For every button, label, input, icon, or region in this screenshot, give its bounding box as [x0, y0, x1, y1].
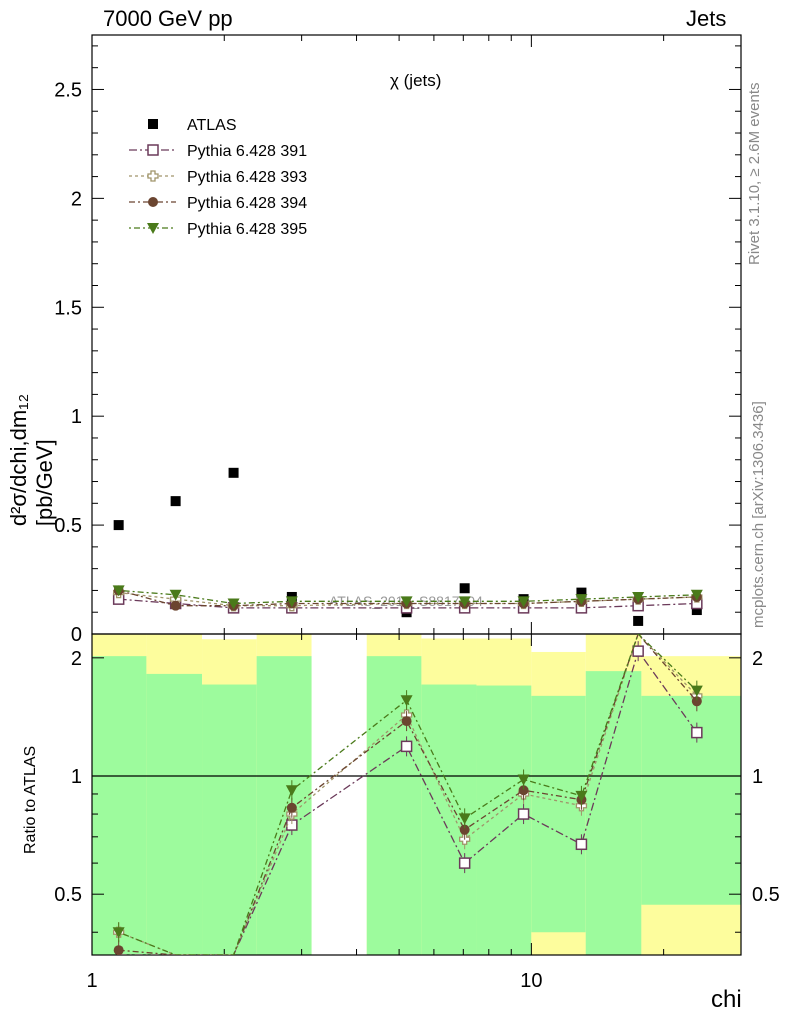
band-inner: [92, 656, 147, 955]
series-line-pythia-6-428-393: [118, 591, 697, 607]
y-tick-label: 1: [71, 406, 82, 428]
y-tick-label: 2: [71, 188, 82, 210]
ratio-series: [112, 634, 703, 955]
ratio-point-pythia-6-428-394: [401, 716, 412, 727]
legend-marker-pythia-6-428-393: [147, 170, 159, 182]
data-point-atlas: [113, 520, 124, 531]
data-point-pythia-6-428-395: [285, 596, 298, 608]
x-tick-label: 1: [86, 970, 97, 992]
ratio-y-tick-label: 2: [71, 648, 82, 670]
header-right: Jets: [686, 6, 727, 31]
legend-label-pythia-6-428-393: Pythia 6.428 393: [187, 169, 307, 186]
ratio-line-pythia-6-428-391: [118, 649, 698, 955]
ratio-point-pythia-6-428-391: [575, 838, 588, 851]
y-tick-label: 1.5: [54, 297, 82, 319]
data-point-pythia-6-428-395: [690, 589, 703, 601]
ratio-y-tick-label: 1: [752, 766, 763, 788]
ratio-point-pythia-6-428-391: [458, 857, 471, 869]
ratio-point-pythia-6-428-395: [517, 774, 530, 786]
ratio-point-pythia-6-428-394: [459, 824, 470, 835]
legend-label-pythia-6-428-395: Pythia 6.428 395: [187, 221, 307, 238]
header-left: 7000 GeV pp: [103, 6, 233, 31]
data-point-atlas: [576, 587, 587, 598]
data-point-pythia-6-428-395: [400, 596, 413, 608]
band-inner: [421, 684, 477, 955]
ratio-point-pythia-6-428-395: [690, 685, 703, 697]
ratio-point-pythia-6-428-395: [458, 813, 471, 825]
legend-marker-atlas: [148, 119, 158, 129]
ratio-point-pythia-6-428-391: [691, 726, 703, 739]
y-tick-label: 0: [71, 624, 82, 646]
data-point-atlas: [170, 496, 181, 507]
data-point-pythia-6-428-395: [632, 591, 645, 603]
ratio-point-pythia-6-428-395: [112, 927, 125, 939]
data-point-pythia-6-428-395: [458, 596, 471, 608]
ratio-line-pythia-6-428-395: [118, 634, 698, 955]
chart-title: χ (jets): [390, 71, 441, 90]
series-line-pythia-6-428-394: [118, 589, 697, 607]
band-inner: [366, 656, 422, 955]
ratio-point-pythia-6-428-391: [632, 645, 644, 657]
ratio-point-pythia-6-428-394: [113, 945, 124, 955]
band-outer-low: [531, 932, 586, 955]
ratio-frame: [91, 633, 742, 956]
ratio-y-tick-label: 0.5: [54, 884, 82, 906]
data-point-atlas: [633, 615, 644, 626]
ratio-point-pythia-6-428-391: [517, 808, 530, 820]
ratio-point-pythia-6-428-394: [691, 696, 702, 707]
main-series: [112, 467, 703, 626]
y-tick-label: 2.5: [54, 79, 82, 101]
band-inner: [531, 695, 586, 955]
ratio-point-pythia-6-428-394: [286, 802, 297, 813]
data-point-pythia-6-428-395: [169, 589, 182, 601]
band-inner: [256, 656, 312, 955]
legend-marker-pythia-6-428-394: [148, 197, 158, 207]
data-point-pythia-6-428-394: [170, 600, 181, 611]
band-outer-low: [641, 904, 741, 955]
legend-label-pythia-6-428-394: Pythia 6.428 394: [187, 195, 307, 212]
x-axis-label: chi: [711, 986, 742, 1013]
ratio-y-tick-label: 0.5: [752, 884, 780, 906]
ratio-point-pythia-6-428-394: [518, 785, 529, 796]
data-point-atlas: [691, 605, 702, 616]
legend-marker-pythia-6-428-395: [147, 223, 159, 234]
y-tick-label: 0.5: [54, 515, 82, 537]
ratio-bands: [92, 634, 741, 955]
ratio-point-pythia-6-428-395: [400, 695, 413, 707]
data-point-pythia-6-428-395: [575, 594, 588, 606]
ratio-point-pythia-6-428-391: [400, 740, 413, 753]
ratio-y-tick-label: 1: [71, 766, 82, 788]
band-inner: [585, 671, 642, 955]
band-inner: [476, 685, 532, 955]
band-inner: [146, 673, 203, 955]
band-inner: [202, 684, 257, 955]
ratio-line-pythia-6-428-394: [118, 634, 698, 955]
legend-marker-pythia-6-428-391: [147, 144, 159, 156]
series-line-pythia-6-428-395: [118, 589, 697, 605]
data-point-atlas: [228, 467, 239, 478]
legend-label-atlas: ATLAS: [187, 117, 237, 134]
data-point-atlas: [459, 583, 470, 594]
ratio-point-pythia-6-428-395: [285, 785, 298, 797]
x-tick-label: 10: [520, 970, 542, 992]
data-point-pythia-6-428-395: [112, 585, 125, 597]
data-point-pythia-6-428-395: [517, 596, 530, 608]
ratio-point-pythia-6-428-395: [575, 790, 588, 802]
legend-label-pythia-6-428-391: Pythia 6.428 391: [187, 143, 307, 160]
data-point-pythia-6-428-395: [227, 598, 240, 610]
ratio-y-tick-label: 2: [752, 648, 763, 670]
